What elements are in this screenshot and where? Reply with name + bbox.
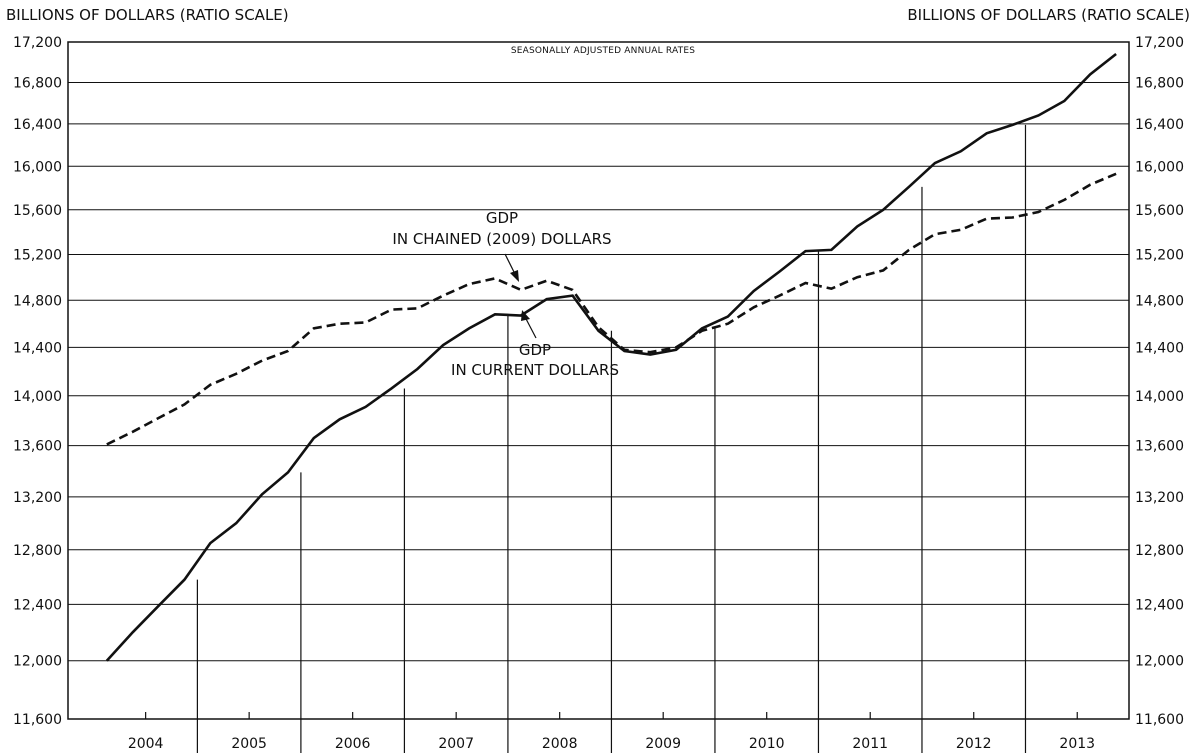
y-tick-label-left: 13,200 (13, 490, 62, 506)
y-tick-label-right: 15,600 (1135, 203, 1184, 219)
y-tick-label-right: 12,800 (1135, 543, 1184, 559)
series-line-current-dollars (105, 52, 1117, 662)
annotation-chained-line1: GDP (486, 209, 518, 227)
year-label: 2013 (1059, 736, 1095, 752)
y-tick-label-right: 15,200 (1135, 247, 1184, 263)
year-labels: 2004 2005 2006 2007 2008 2009 2010 2011 2012 2013 (128, 736, 1095, 752)
y-tick-label-left: 17,200 (13, 35, 62, 51)
y-tick-label-left: 14,400 (13, 340, 62, 356)
y-tick-label-left: 15,200 (13, 247, 62, 263)
year-label: 2011 (852, 736, 888, 752)
y-tick-label-left: 14,000 (13, 389, 62, 405)
y-tick-label-left: 11,600 (13, 712, 62, 728)
annotation-chained-dollars: GDP IN CHAINED (2009) DOLLARS (392, 209, 612, 282)
annotation-current-line1: GDP (519, 341, 551, 359)
annotation-current-arrowhead (521, 310, 530, 321)
year-label: 2008 (542, 736, 578, 752)
y-tick-label-right: 14,400 (1135, 340, 1184, 356)
y-tick-label-right: 12,400 (1135, 597, 1184, 613)
y-tick-label-left: 16,800 (13, 75, 62, 91)
y-axis-title-right: BILLIONS OF DOLLARS (RATIO SCALE) (907, 6, 1190, 24)
y-tick-label-left: 12,000 (13, 654, 62, 670)
y-ticks-right: 11,600 12,000 12,400 12,800 13,200 13,600 14,0… (1135, 35, 1184, 728)
y-tick-label-right: 16,000 (1135, 159, 1184, 175)
plot-frame (67, 41, 1130, 720)
y-tick-label-left: 15,600 (13, 203, 62, 219)
year-label: 2005 (231, 736, 267, 752)
year-label: 2010 (749, 736, 785, 752)
y-tick-label-left: 16,000 (13, 159, 62, 175)
chart-note: SEASONALLY ADJUSTED ANNUAL RATES (511, 46, 695, 56)
y-tick-label-right: 14,800 (1135, 293, 1184, 309)
y-tick-label-left: 12,400 (13, 597, 62, 613)
y-tick-label-right: 13,600 (1135, 439, 1184, 455)
year-label: 2004 (128, 736, 164, 752)
y-tick-label-right: 16,800 (1135, 75, 1184, 91)
y-tick-label-right: 16,400 (1135, 117, 1184, 133)
annotation-chained-line2: IN CHAINED (2009) DOLLARS (392, 230, 611, 248)
y-tick-label-left: 12,800 (13, 543, 62, 559)
year-label: 2009 (645, 736, 681, 752)
annotation-current-dollars: GDP IN CURRENT DOLLARS (451, 310, 619, 379)
x-ticks (145, 712, 1078, 719)
y-tick-label-right: 17,200 (1135, 35, 1184, 51)
y-tick-label-right: 13,200 (1135, 490, 1184, 506)
series-line-chained-dollars (106, 172, 1117, 446)
y-tick-label-left: 13,600 (13, 439, 62, 455)
year-label: 2012 (956, 736, 992, 752)
y-tick-label-left: 14,800 (13, 293, 62, 309)
y-tick-label-right: 11,600 (1135, 712, 1184, 728)
y-axis-title-left: BILLIONS OF DOLLARS (RATIO SCALE) (6, 6, 289, 24)
y-tick-label-right: 12,000 (1135, 654, 1184, 670)
year-label: 2006 (335, 736, 371, 752)
annotation-chained-arrowhead (510, 270, 519, 282)
annotation-current-line2: IN CURRENT DOLLARS (451, 361, 619, 379)
y-tick-label-right: 14,000 (1135, 389, 1184, 405)
year-dividers (196, 124, 1027, 753)
gridlines (68, 81, 1129, 662)
y-ticks-left: 11,600 12,000 12,400 12,800 13,200 13,600 14,0… (13, 35, 62, 728)
y-tick-label-left: 16,400 (13, 117, 62, 133)
year-label: 2007 (438, 736, 474, 752)
